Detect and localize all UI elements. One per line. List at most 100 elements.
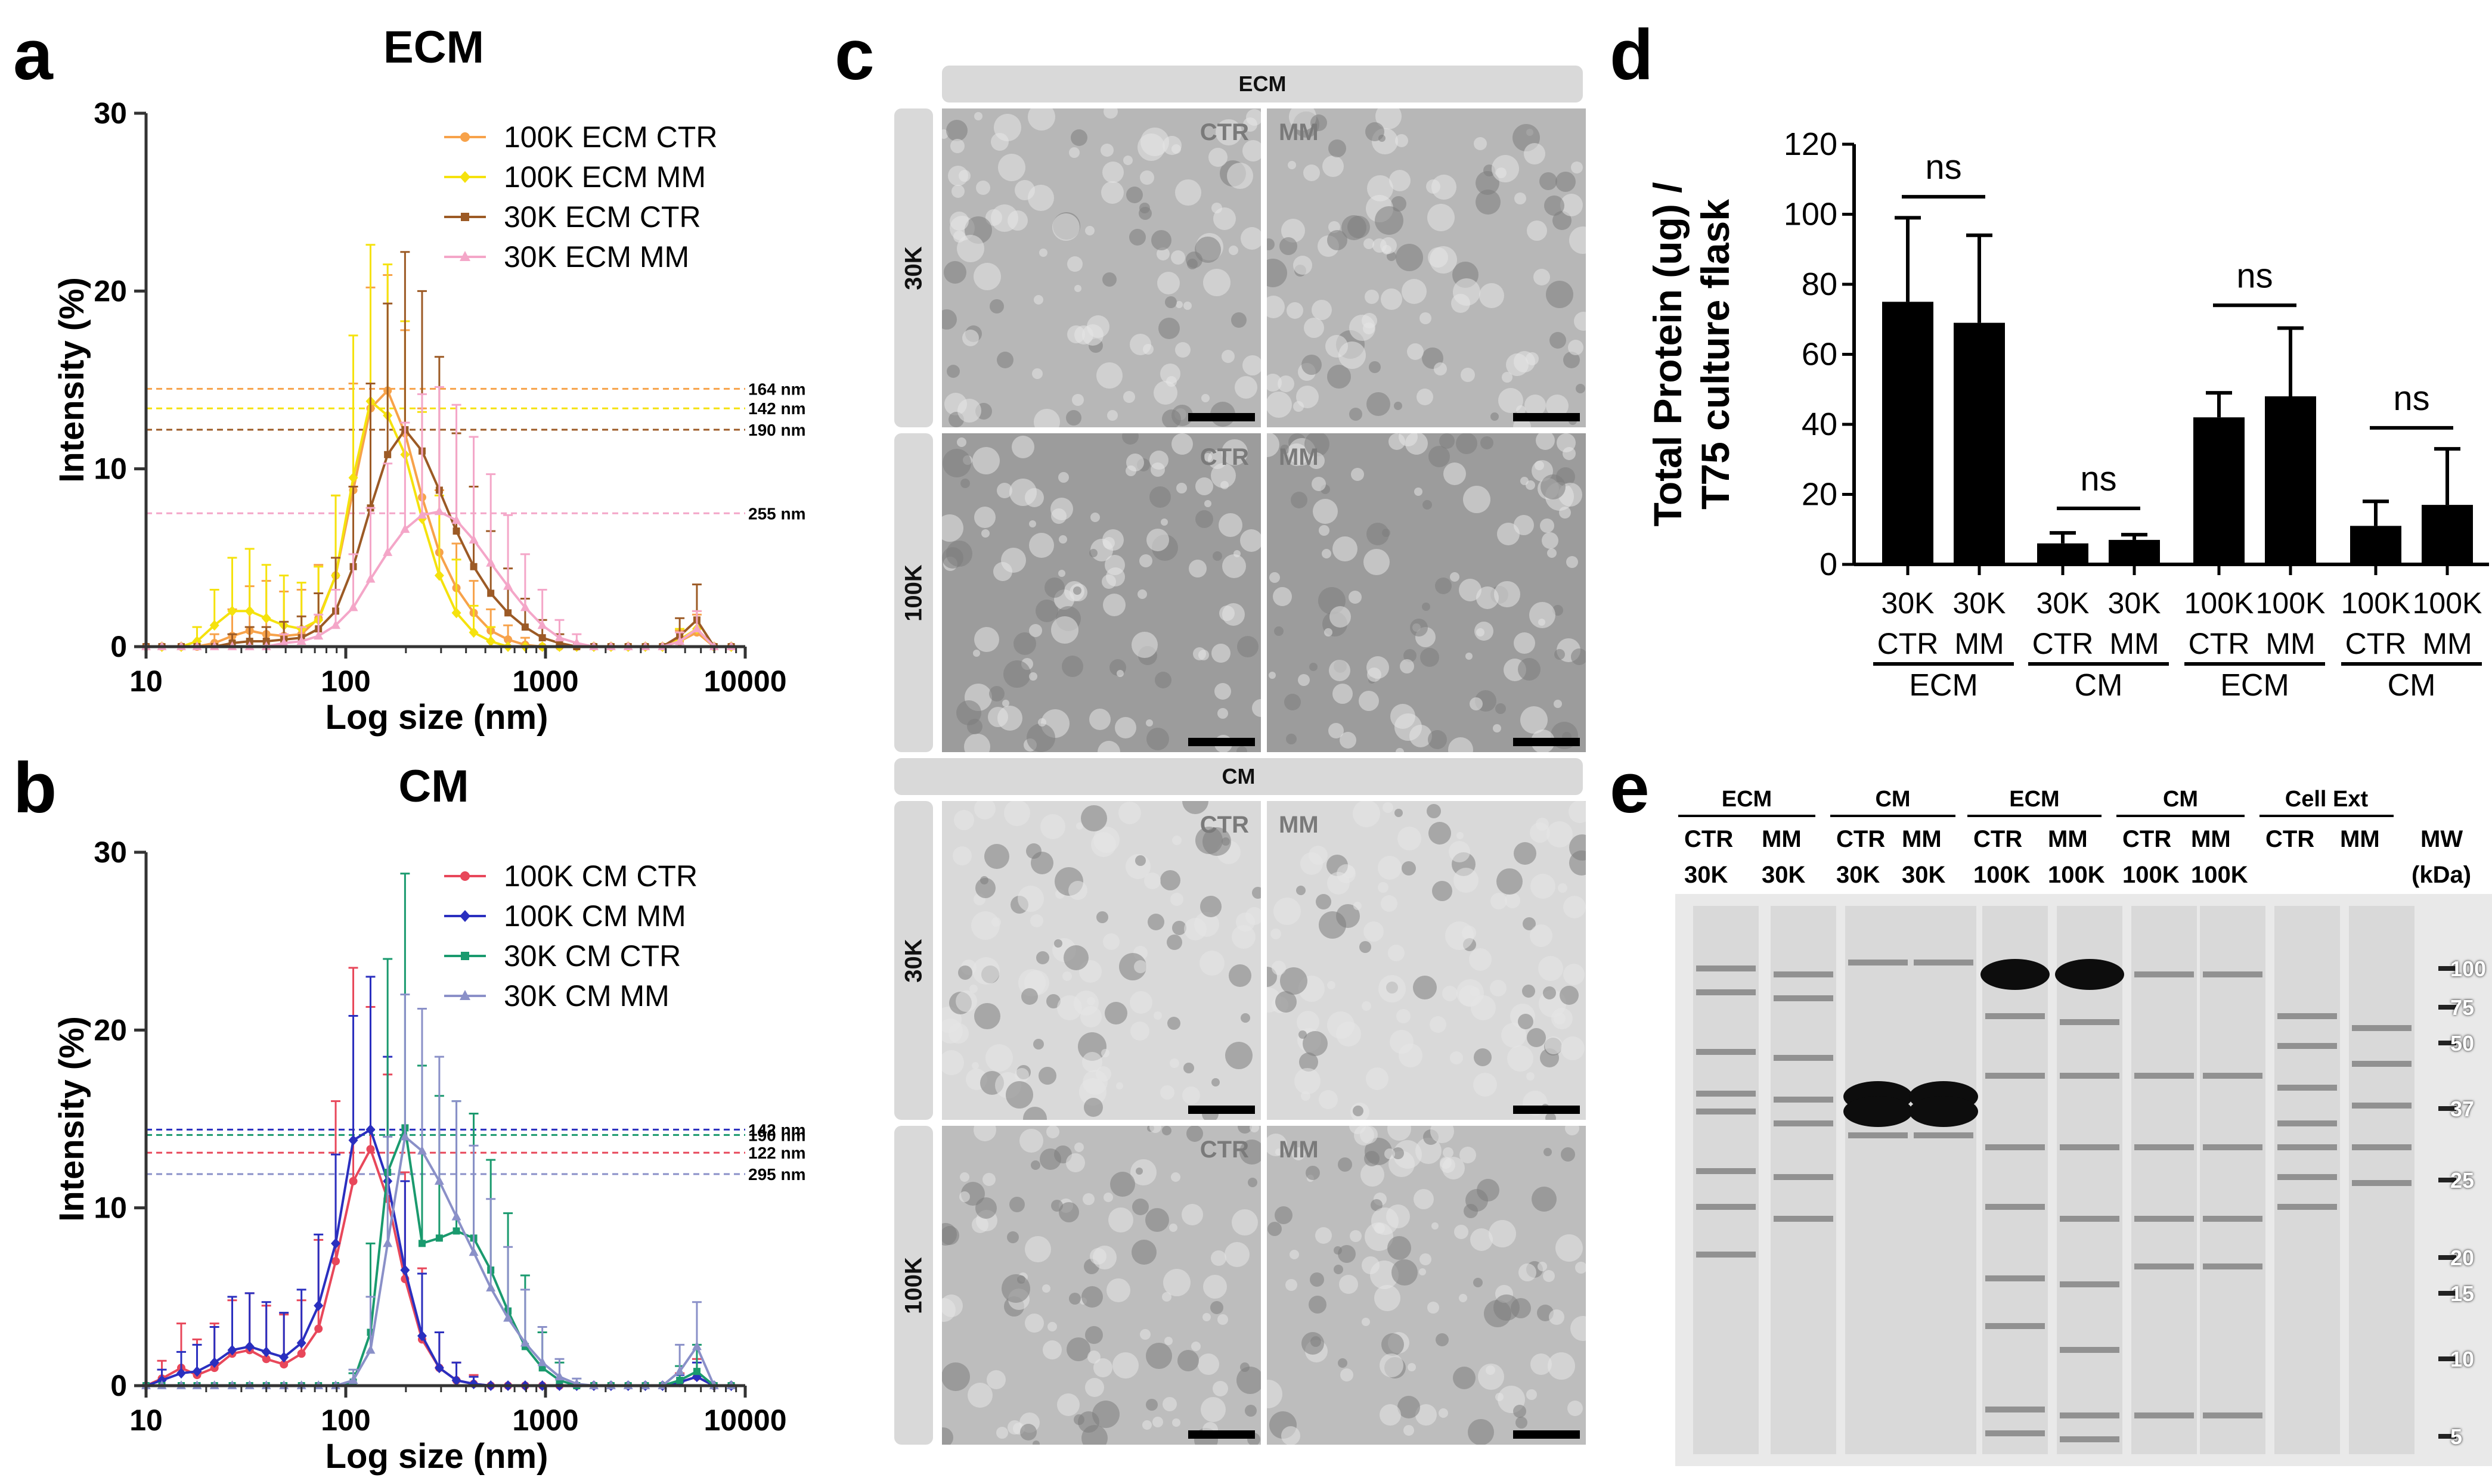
vesicle bbox=[1273, 587, 1292, 606]
vesicle bbox=[1327, 872, 1350, 895]
vesicle bbox=[981, 529, 990, 538]
vesicle bbox=[1459, 1147, 1476, 1163]
gel-band bbox=[2277, 1144, 2337, 1150]
tem-image: CTR bbox=[942, 108, 1261, 427]
vesicle bbox=[1479, 283, 1504, 308]
vesicle bbox=[1300, 852, 1323, 875]
vesicle bbox=[1073, 586, 1081, 595]
legend-marker bbox=[460, 871, 470, 881]
vesicle bbox=[1007, 1231, 1019, 1243]
lane-label: MM bbox=[1762, 826, 1802, 852]
vesicle bbox=[1081, 1286, 1103, 1308]
vesicle bbox=[948, 166, 968, 186]
lane-label: 100K bbox=[1973, 862, 2031, 888]
vesicle bbox=[1252, 887, 1261, 899]
vesicle bbox=[1085, 1326, 1103, 1344]
vesicle bbox=[1555, 1234, 1583, 1262]
data-point bbox=[520, 602, 530, 611]
vesicle bbox=[1252, 699, 1261, 717]
data-point bbox=[675, 636, 685, 645]
vesicle bbox=[997, 706, 1022, 731]
vesicle bbox=[997, 483, 1012, 498]
vesicle bbox=[1476, 586, 1499, 609]
vesicle bbox=[1116, 1082, 1123, 1089]
vesicle bbox=[1084, 1098, 1103, 1117]
vesicle bbox=[1137, 134, 1165, 161]
vesicle bbox=[967, 719, 982, 734]
vesicle bbox=[1135, 855, 1146, 866]
vesicle bbox=[1574, 312, 1586, 331]
vesicle bbox=[1036, 600, 1058, 622]
data-point bbox=[451, 607, 461, 619]
significance-label: ns bbox=[1925, 148, 1961, 187]
vesicle bbox=[1327, 981, 1335, 989]
tem-texture bbox=[1267, 1126, 1586, 1445]
legend-marker bbox=[460, 251, 470, 261]
vesicle bbox=[1396, 1009, 1411, 1023]
vesicle bbox=[1146, 1399, 1158, 1411]
vesicle bbox=[1561, 1147, 1575, 1162]
vesicle bbox=[1286, 734, 1297, 744]
vesicle bbox=[974, 1126, 996, 1141]
vesicle bbox=[1222, 350, 1235, 363]
data-point bbox=[470, 563, 478, 570]
legend-label: 30K CM CTR bbox=[504, 939, 681, 973]
y-tick-label: 10 bbox=[94, 452, 127, 486]
vesicle bbox=[1171, 433, 1193, 455]
vesicle bbox=[1374, 1285, 1400, 1311]
gel-band bbox=[2203, 1216, 2262, 1222]
vesicle bbox=[1449, 841, 1470, 862]
vesicle bbox=[1071, 129, 1087, 146]
vesicle bbox=[1367, 175, 1393, 201]
vesicle bbox=[1428, 247, 1448, 268]
vesicle bbox=[1362, 1001, 1371, 1011]
vesicle bbox=[1093, 1358, 1112, 1377]
tem-condition-label: CTR bbox=[1199, 444, 1249, 470]
vesicle bbox=[942, 1427, 953, 1445]
gel-band bbox=[1774, 1055, 1833, 1061]
data-point bbox=[366, 1145, 375, 1154]
vesicle bbox=[1353, 801, 1380, 827]
bar bbox=[1882, 302, 1933, 564]
vesicle bbox=[971, 911, 1000, 940]
vesicle bbox=[1280, 445, 1290, 454]
gel-lane bbox=[1982, 906, 2048, 1454]
vesicle bbox=[1029, 533, 1054, 558]
vesicle bbox=[1419, 1253, 1431, 1265]
x-tick-label-line2: CTR bbox=[1877, 627, 1939, 660]
vesicle bbox=[1213, 551, 1222, 561]
data-point bbox=[348, 472, 358, 483]
vesicle bbox=[944, 261, 966, 284]
vesicle bbox=[1548, 1352, 1575, 1380]
vesicle bbox=[1493, 724, 1501, 732]
gel-band bbox=[1696, 1204, 1756, 1210]
vesicle bbox=[1563, 896, 1586, 918]
tem-condition-label: MM bbox=[1279, 812, 1319, 838]
vesicle bbox=[1340, 732, 1356, 749]
vesicle bbox=[1039, 249, 1047, 257]
legend-marker bbox=[460, 171, 470, 183]
vesicle bbox=[1496, 868, 1523, 895]
data-point bbox=[296, 1337, 306, 1349]
vesicle bbox=[1453, 1367, 1476, 1389]
vesicle bbox=[1034, 409, 1060, 427]
vesicle bbox=[1281, 818, 1288, 825]
vesicle bbox=[1227, 163, 1253, 189]
vesicle bbox=[1211, 463, 1236, 488]
vesicle bbox=[1066, 410, 1081, 426]
vesicle bbox=[1003, 660, 1031, 688]
vesicle bbox=[1308, 452, 1325, 469]
vesicle bbox=[1407, 343, 1424, 360]
vesicle bbox=[974, 801, 996, 819]
reference-label: 190 nm bbox=[748, 1126, 806, 1144]
vesicle bbox=[987, 1370, 1006, 1389]
vesicle bbox=[1408, 1363, 1416, 1371]
vesicle bbox=[942, 1223, 957, 1246]
vesicle bbox=[974, 507, 996, 528]
vesicle bbox=[1237, 636, 1259, 657]
vesicle bbox=[1172, 836, 1182, 845]
vesicle bbox=[1044, 578, 1065, 598]
vesicle bbox=[1454, 1225, 1468, 1239]
vesicle bbox=[942, 1298, 956, 1322]
vesicle bbox=[1541, 474, 1566, 499]
